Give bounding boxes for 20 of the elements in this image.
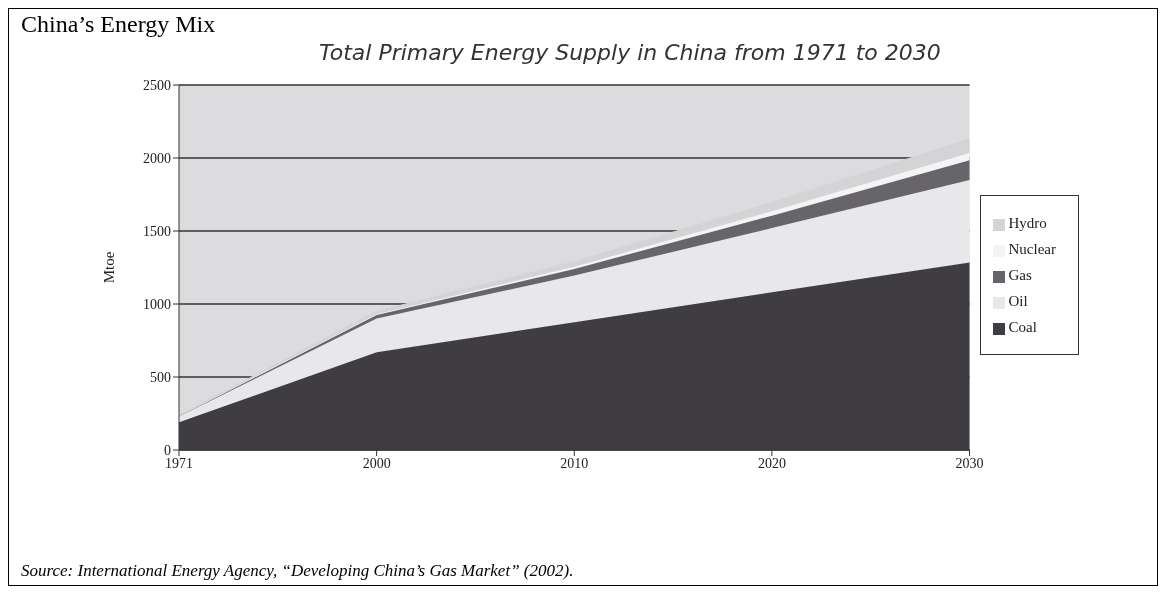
legend-label: Coal <box>1008 319 1037 335</box>
legend-label: Hydro <box>1008 215 1047 231</box>
y-tick-label: 2000 <box>143 150 171 166</box>
x-tick-label: 2000 <box>362 455 391 471</box>
legend-label: Nuclear <box>1008 241 1056 257</box>
legend-label: Gas <box>1008 267 1032 283</box>
y-axis-title: Mtoe <box>101 251 118 284</box>
x-tick-label: 2030 <box>955 455 984 471</box>
chart-subtitle: Total Primary Energy Supply in China from 1971 to 2030 <box>319 40 942 65</box>
source-note: Source: International Energy Agency, “Developing China’s Gas Market” (2002). <box>21 561 574 581</box>
y-tick-label: 0 <box>164 442 171 458</box>
y-tick-label: 1000 <box>143 296 171 312</box>
y-tick-label: 1500 <box>143 223 171 239</box>
x-tick-label: 2010 <box>560 455 589 471</box>
x-tick-label: 1971 <box>165 455 193 471</box>
legend-label: Oil <box>1008 293 1028 309</box>
x-tick-label: 2020 <box>757 455 786 471</box>
y-tick-label: 500 <box>150 369 171 385</box>
chart-title: China’s Energy Mix <box>20 10 217 38</box>
y-tick-label: 2500 <box>143 77 171 93</box>
